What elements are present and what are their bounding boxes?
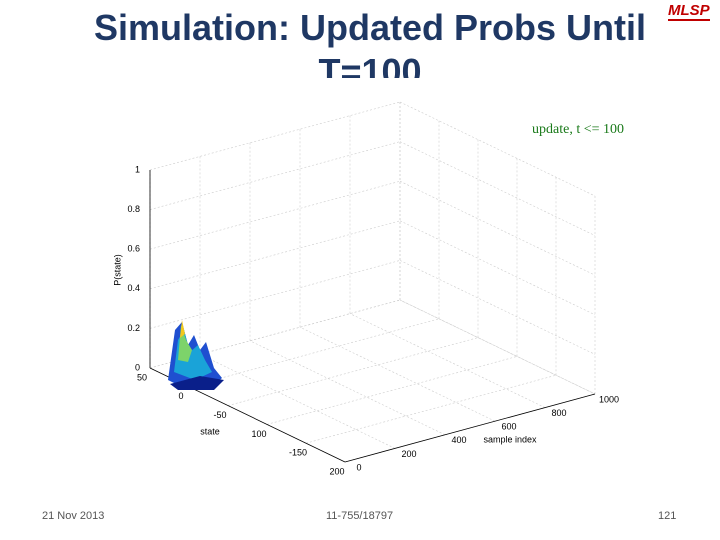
sample-tick-label: 400	[451, 435, 466, 445]
surface	[168, 320, 224, 390]
state-axis-label: state	[200, 426, 220, 436]
grid-line	[227, 337, 479, 406]
sample-tick-label: 600	[501, 422, 516, 432]
grid-line	[299, 326, 496, 422]
footer-date: 21 Nov 2013	[42, 510, 105, 522]
sample-axis-label: sample index	[483, 434, 537, 444]
z-tick-label: 0	[135, 362, 140, 372]
state-tick-label: -50	[213, 410, 226, 420]
z-tick-label: 0.2	[127, 323, 140, 333]
footer-page: 121	[658, 510, 677, 522]
grid-line	[399, 299, 596, 395]
axis-line	[344, 393, 596, 463]
grid-line	[399, 260, 596, 355]
title-line: Simulation: Updated Probs Until	[93, 7, 646, 48]
grid-line	[149, 180, 401, 250]
figure: update, t <= 100 P(state) state sample i…	[112, 101, 624, 476]
grid-line	[305, 374, 557, 444]
surface-patch	[170, 376, 224, 390]
grid-line	[399, 141, 596, 236]
state-tick-label: -150	[289, 448, 307, 458]
logo: MLSP	[668, 2, 710, 21]
z-axis-label: P(state)	[112, 254, 122, 286]
figure-annotation: update, t <= 100	[532, 122, 624, 137]
sample-tick-label: 1000	[599, 394, 619, 404]
z-tick-label: 1	[135, 164, 140, 174]
state-tick-label: 100	[251, 429, 266, 439]
grid-line	[266, 356, 518, 425]
grid-line	[399, 220, 596, 316]
grid-line	[149, 299, 401, 369]
z-tick-label: 0.6	[127, 244, 140, 254]
z-tick-label: 0.8	[127, 204, 140, 214]
sample-tick-label: 0	[356, 462, 361, 472]
grid-line	[149, 101, 401, 171]
grid-line	[399, 180, 596, 276]
grid-line	[199, 354, 396, 449]
state-tick-label: 200	[329, 466, 344, 476]
sample-tick-label: 800	[551, 408, 566, 418]
grid-line	[149, 141, 401, 210]
grid-line	[249, 340, 446, 436]
state-tick-label: 50	[137, 372, 147, 382]
grid-line	[188, 318, 440, 388]
surface-patch	[180, 320, 185, 338]
title-line: T=100	[318, 51, 422, 78]
z-tick-label: 0.4	[127, 283, 140, 293]
grid-line	[399, 101, 596, 197]
footer-course: 11-755/18797	[326, 510, 394, 522]
state-tick-label: 0	[178, 391, 183, 401]
grid-line	[149, 260, 401, 329]
slide-title: Simulation: Updated Probs Until T=100	[40, 6, 700, 78]
sample-tick-label: 200	[401, 449, 416, 459]
grid-line	[349, 313, 546, 408]
grid-line	[149, 220, 401, 290]
